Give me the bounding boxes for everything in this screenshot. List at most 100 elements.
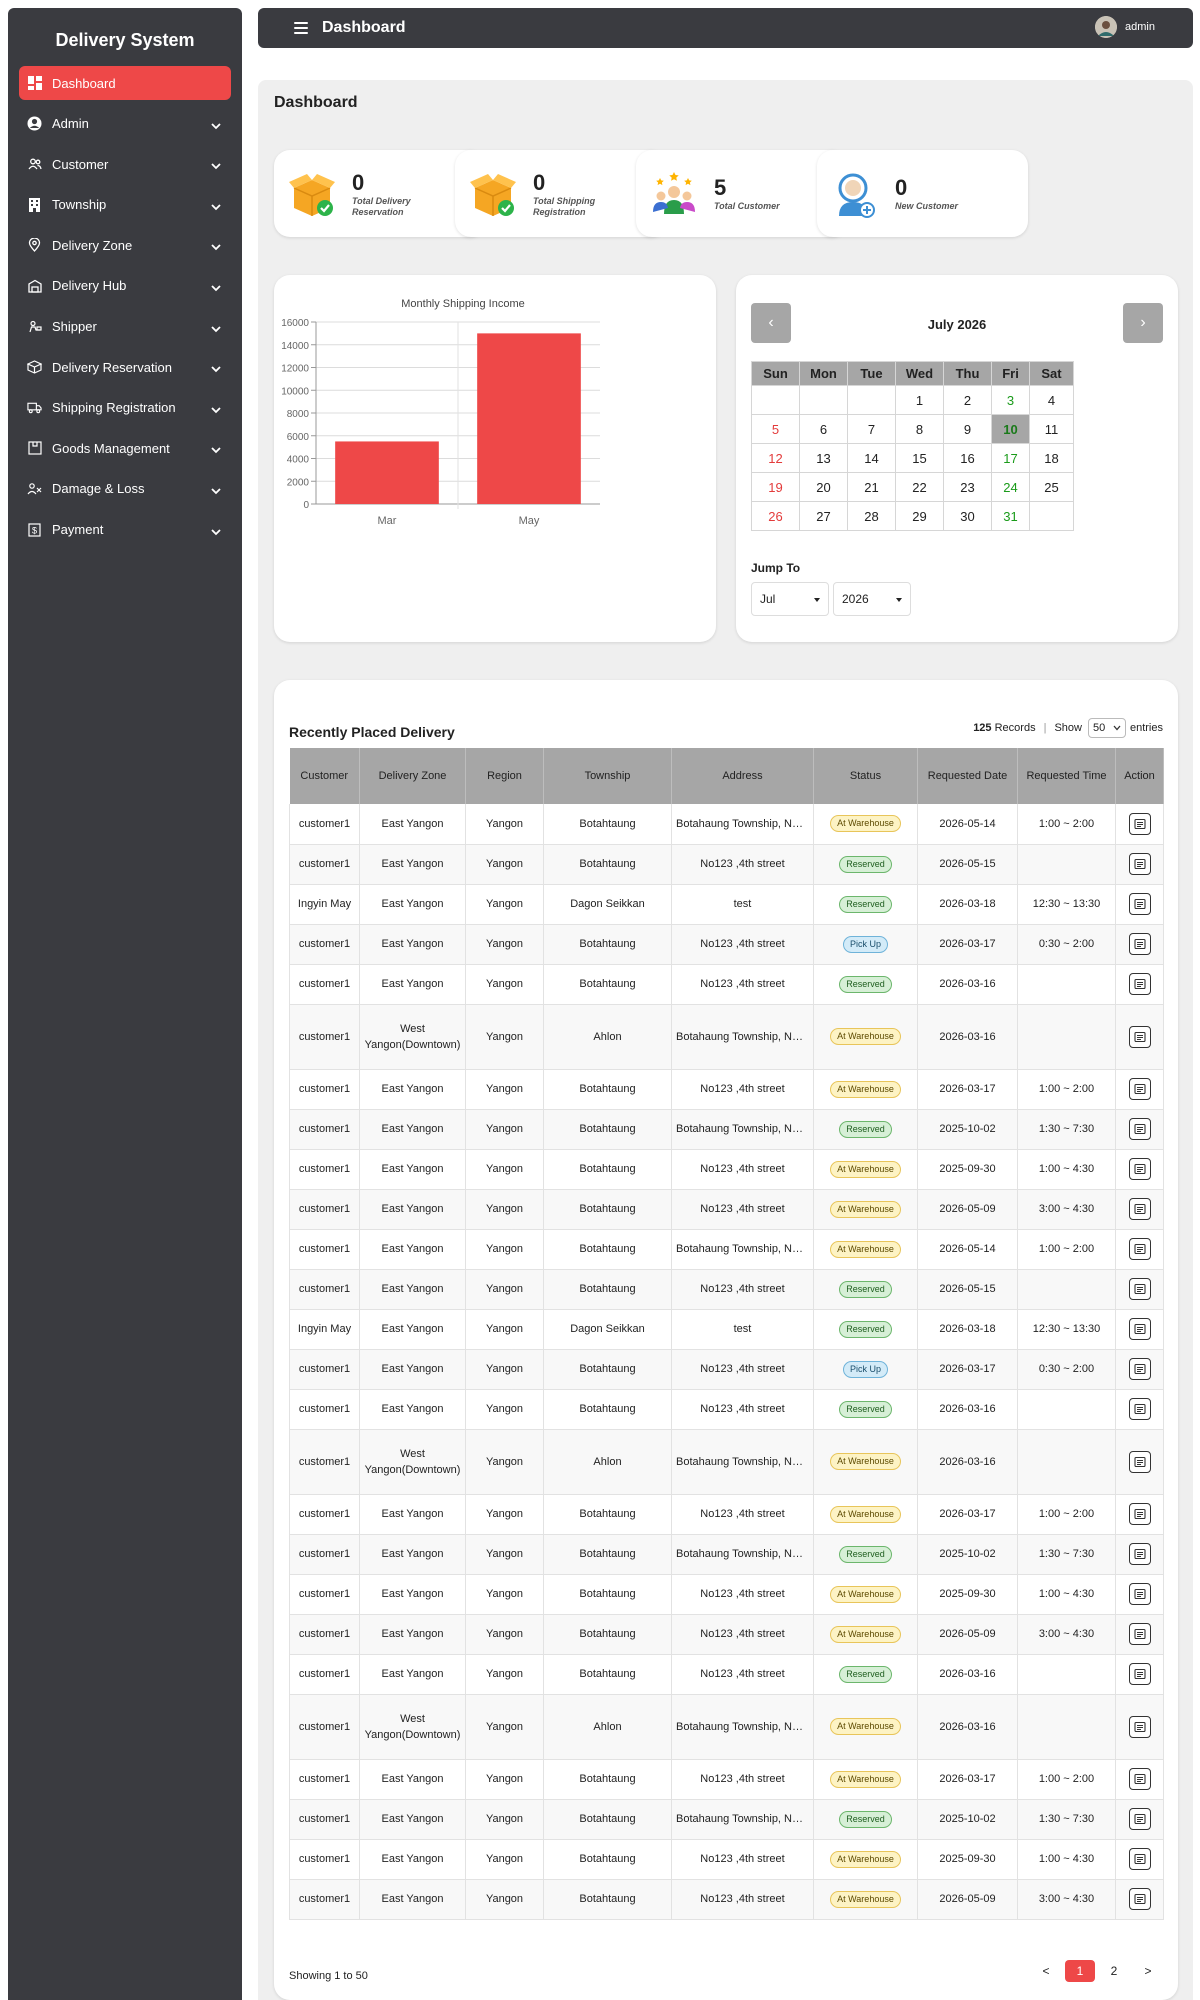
table-row[interactable]: customer1 East Yangon Yangon Botahtaung No12… — [289, 1189, 1164, 1230]
view-details-icon[interactable] — [1128, 1768, 1151, 1790]
calendar-day[interactable]: 6 — [799, 414, 848, 444]
calendar-day[interactable]: 7 — [847, 414, 896, 444]
calendar-day[interactable]: 1 — [895, 385, 944, 415]
view-details-icon[interactable] — [1128, 1503, 1151, 1525]
column-header[interactable]: Customer — [289, 748, 360, 804]
table-row[interactable]: customer1 East Yangon Yangon Botahtaung No12… — [289, 1389, 1164, 1430]
column-header[interactable]: Address — [671, 748, 814, 804]
view-details-icon[interactable] — [1128, 1025, 1151, 1048]
calendar-day[interactable]: 22 — [895, 472, 944, 502]
calendar-next-button[interactable]: › — [1123, 303, 1163, 343]
calendar-day[interactable]: 8 — [895, 414, 944, 444]
calendar-day[interactable]: 15 — [895, 443, 944, 473]
table-row[interactable]: customer1 East Yangon Yangon Botahtaung No12… — [289, 924, 1164, 965]
table-row[interactable]: Ingyin May East Yangon Yangon Dagon Seikkan… — [289, 884, 1164, 925]
sidebar-item-dashboard[interactable]: Dashboard — [19, 66, 231, 100]
view-details-icon[interactable] — [1128, 1543, 1151, 1565]
view-details-icon[interactable] — [1128, 1663, 1151, 1685]
calendar-day[interactable]: 2 — [943, 385, 992, 415]
sidebar-item-customer[interactable]: Customer — [19, 147, 231, 181]
view-details-icon[interactable] — [1128, 812, 1151, 835]
calendar-day[interactable]: 23 — [943, 472, 992, 502]
table-row[interactable]: customer1 East Yangon Yangon Botahtaung No12… — [289, 1069, 1164, 1110]
view-details-icon[interactable] — [1128, 1358, 1151, 1380]
column-header[interactable]: Action — [1115, 748, 1164, 804]
sidebar-item-township[interactable]: Township — [19, 188, 231, 222]
sidebar-item-payment[interactable]: $ Payment — [19, 513, 231, 547]
calendar-day[interactable]: 31 — [991, 501, 1030, 531]
table-row[interactable]: customer1 East Yangon Yangon Botahtaung No12… — [289, 1149, 1164, 1190]
view-details-icon[interactable] — [1128, 1078, 1151, 1100]
hamburger-menu-icon[interactable] — [294, 22, 308, 34]
calendar-day[interactable]: 29 — [895, 501, 944, 531]
table-row[interactable]: customer1 East Yangon Yangon Botahtaung No12… — [289, 1269, 1164, 1310]
entries-select[interactable]: 50 — [1087, 718, 1126, 738]
table-row[interactable]: customer1 East Yangon Yangon Botahtaung No12… — [289, 1494, 1164, 1535]
column-header[interactable]: Region — [465, 748, 544, 804]
sidebar-item-goods-management[interactable]: Goods Management — [19, 431, 231, 465]
calendar-day[interactable]: 24 — [991, 472, 1030, 502]
table-row[interactable]: customer1 East Yangon Yangon Botahtaung No12… — [289, 1574, 1164, 1615]
table-row[interactable]: customer1 East Yangon Yangon Botahtaung Bota… — [289, 1799, 1164, 1840]
view-details-icon[interactable] — [1128, 853, 1151, 875]
view-details-icon[interactable] — [1128, 1318, 1151, 1340]
next-page-button[interactable]: > — [1144, 1964, 1152, 1978]
calendar-day[interactable]: 25 — [1029, 472, 1074, 502]
table-row[interactable]: customer1 East Yangon Yangon Botahtaung No12… — [289, 844, 1164, 885]
column-header[interactable]: Requested Date — [917, 748, 1018, 804]
calendar-day[interactable]: 30 — [943, 501, 992, 531]
sidebar-item-delivery-reservation[interactable]: Delivery Reservation — [19, 350, 231, 384]
view-details-icon[interactable] — [1128, 1398, 1151, 1420]
column-header[interactable]: Township — [543, 748, 672, 804]
calendar-day[interactable]: 13 — [799, 443, 848, 473]
table-row[interactable]: customer1 East Yangon Yangon Botahtaung Bota… — [289, 1109, 1164, 1150]
view-details-icon[interactable] — [1128, 1848, 1151, 1870]
table-row[interactable]: customer1 West Yangon(Downtown) Yangon Ahlo… — [289, 1004, 1164, 1070]
sidebar-item-shipping-registration[interactable]: Shipping Registration — [19, 391, 231, 425]
calendar-day[interactable]: 28 — [847, 501, 896, 531]
table-row[interactable]: customer1 East Yangon Yangon Botahtaung Bota… — [289, 1229, 1164, 1270]
sidebar-item-delivery-hub[interactable]: Delivery Hub — [19, 269, 231, 303]
prev-page-button[interactable]: < — [1042, 1964, 1050, 1978]
user-menu[interactable]: admin — [1095, 16, 1155, 38]
table-row[interactable]: customer1 East Yangon Yangon Botahtaung Bota… — [289, 804, 1164, 845]
sidebar-item-delivery-zone[interactable]: Delivery Zone — [19, 228, 231, 262]
table-row[interactable]: customer1 East Yangon Yangon Botahtaung No12… — [289, 1614, 1164, 1655]
view-details-icon[interactable] — [1128, 1450, 1151, 1473]
sidebar-item-damage-loss[interactable]: Damage & Loss — [19, 472, 231, 506]
view-details-icon[interactable] — [1128, 893, 1151, 915]
view-details-icon[interactable] — [1128, 933, 1151, 955]
view-details-icon[interactable] — [1128, 1198, 1151, 1220]
table-row[interactable]: Ingyin May East Yangon Yangon Dagon Seikkan… — [289, 1309, 1164, 1350]
view-details-icon[interactable] — [1128, 1118, 1151, 1140]
calendar-day[interactable]: 17 — [991, 443, 1030, 473]
year-select[interactable]: 2026 — [833, 582, 911, 616]
table-row[interactable]: customer1 East Yangon Yangon Botahtaung No12… — [289, 1879, 1164, 1920]
view-details-icon[interactable] — [1128, 1278, 1151, 1300]
table-row[interactable]: customer1 West Yangon(Downtown) Yangon Ahlo… — [289, 1429, 1164, 1495]
calendar-day[interactable]: 10 — [991, 414, 1030, 444]
column-header[interactable]: Delivery Zone — [359, 748, 466, 804]
column-header[interactable]: Requested Time — [1017, 748, 1116, 804]
calendar-day[interactable]: 3 — [991, 385, 1030, 415]
table-row[interactable]: customer1 East Yangon Yangon Botahtaung No12… — [289, 964, 1164, 1005]
sidebar-item-admin[interactable]: Admin — [19, 107, 231, 141]
calendar-day[interactable]: 19 — [751, 472, 800, 502]
view-details-icon[interactable] — [1128, 1623, 1151, 1645]
calendar-day[interactable]: 18 — [1029, 443, 1074, 473]
view-details-icon[interactable] — [1128, 1888, 1151, 1910]
view-details-icon[interactable] — [1128, 1808, 1151, 1830]
calendar-day[interactable]: 20 — [799, 472, 848, 502]
view-details-icon[interactable] — [1128, 1715, 1151, 1738]
calendar-day[interactable]: 9 — [943, 414, 992, 444]
table-row[interactable]: customer1 East Yangon Yangon Botahtaung No12… — [289, 1839, 1164, 1880]
view-details-icon[interactable] — [1128, 1583, 1151, 1605]
table-row[interactable]: customer1 East Yangon Yangon Botahtaung No12… — [289, 1349, 1164, 1390]
calendar-day[interactable]: 5 — [751, 414, 800, 444]
calendar-day[interactable]: 16 — [943, 443, 992, 473]
table-row[interactable]: customer1 West Yangon(Downtown) Yangon Ahlo… — [289, 1694, 1164, 1760]
calendar-day[interactable]: 21 — [847, 472, 896, 502]
page-button[interactable]: 1 — [1065, 1960, 1095, 1982]
calendar-day[interactable]: 14 — [847, 443, 896, 473]
view-details-icon[interactable] — [1128, 1158, 1151, 1180]
